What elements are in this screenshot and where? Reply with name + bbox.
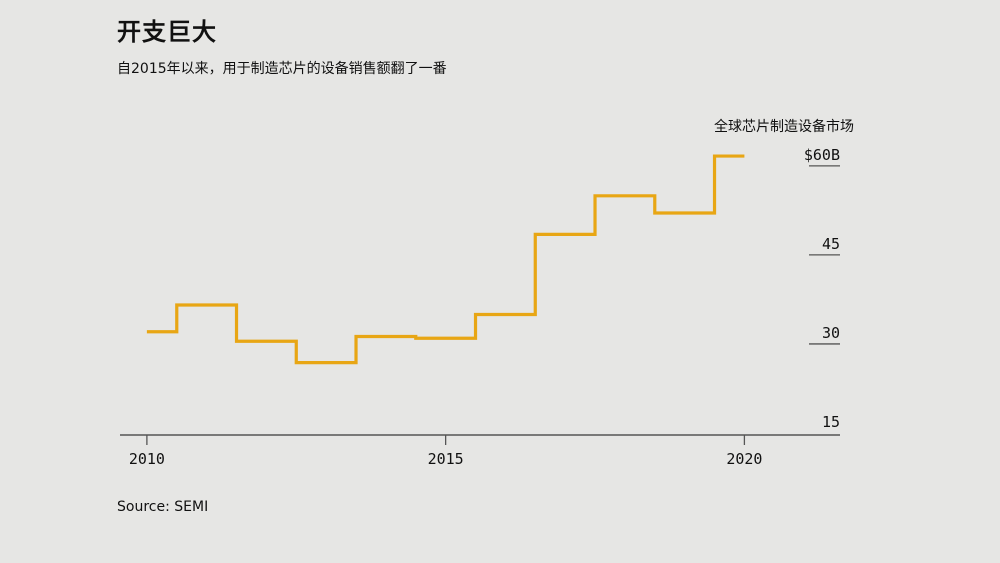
chart-title: 开支巨大 <box>117 18 217 46</box>
y-tick-label-60: $60B <box>804 146 840 164</box>
chart-subtitle: 自2015年以来，用于制造芯片的设备销售额翻了一番 <box>117 61 447 77</box>
y-tick-label-15: 15 <box>822 413 840 431</box>
series-line-0 <box>146 154 745 365</box>
x-tick-label-2010: 2010 <box>129 450 165 468</box>
source-note: Source: SEMI <box>117 499 209 515</box>
x-tick-label-2015: 2015 <box>428 450 464 468</box>
y-axis: 15 30 45 $60B <box>804 146 840 431</box>
series-label: 全球芯片制造设备市场 <box>714 119 854 135</box>
x-axis: 2010 2015 2020 <box>120 434 840 468</box>
y-tick-label-45: 45 <box>822 235 840 253</box>
series-layer <box>146 154 745 365</box>
y-tick-label-30: 30 <box>822 324 840 342</box>
x-tick-label-2020: 2020 <box>726 450 762 468</box>
